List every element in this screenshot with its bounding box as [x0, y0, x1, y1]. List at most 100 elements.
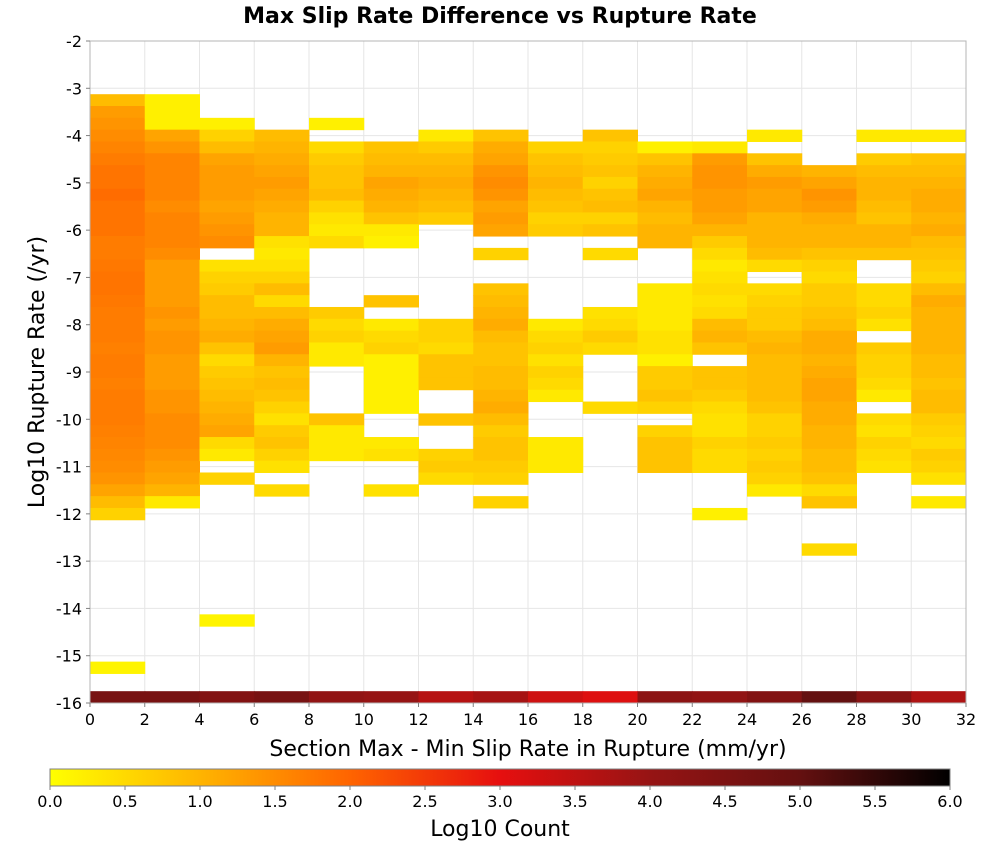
- heatmap-cell: [144, 247, 200, 261]
- heatmap-cell: [199, 188, 255, 202]
- heatmap-cell: [199, 342, 255, 355]
- heatmap-cell: [254, 200, 310, 213]
- heatmap-cell: [801, 460, 857, 473]
- heatmap-cell: [418, 200, 474, 213]
- y-tick-label: -10: [56, 410, 82, 429]
- heatmap-cell: [637, 389, 693, 403]
- heatmap-cell: [90, 224, 146, 237]
- heatmap-cell: [637, 188, 693, 202]
- heatmap-cell: [363, 401, 419, 414]
- colorbar-tick-label: 2.0: [337, 792, 362, 811]
- y-axis-label: Log10 Rupture Rate (/yr): [25, 236, 50, 508]
- heatmap-cell: [309, 212, 365, 225]
- heatmap-cell: [692, 271, 748, 284]
- heatmap-cell: [90, 342, 146, 355]
- heatmap-cell: [473, 437, 529, 450]
- heatmap-cell: [528, 153, 584, 166]
- colorbar-tick-label: 3.0: [487, 792, 512, 811]
- heatmap-cell: [473, 342, 529, 355]
- heatmap-cell: [254, 460, 310, 473]
- heatmap-cell: [90, 354, 146, 367]
- heatmap-cell: [801, 413, 857, 426]
- heatmap-cell: [692, 507, 748, 521]
- heatmap-cell: [692, 425, 748, 438]
- heatmap-cell: [801, 165, 857, 178]
- heatmap-cell: [473, 212, 529, 225]
- heatmap-cell: [637, 224, 693, 237]
- heatmap-cell: [911, 129, 967, 142]
- heatmap-cell: [199, 153, 255, 166]
- heatmap-cell: [199, 236, 255, 249]
- heatmap-cell: [144, 425, 200, 438]
- heatmap-cell: [692, 401, 748, 414]
- x-tick-label: 20: [627, 710, 647, 729]
- heatmap-cell: [144, 377, 200, 391]
- heatmap-cell: [801, 342, 857, 355]
- heatmap-cell: [637, 330, 693, 343]
- heatmap-cell: [856, 153, 912, 166]
- heatmap-cell: [199, 437, 255, 450]
- heatmap-cell: [528, 330, 584, 343]
- heatmap-cell: [254, 176, 310, 190]
- colorbar: [49, 768, 951, 787]
- heatmap-cell: [90, 472, 146, 485]
- heatmap-cell: [692, 236, 748, 249]
- heatmap-cell: [473, 295, 529, 308]
- heatmap-cell: [528, 318, 584, 332]
- heatmap-cell: [144, 153, 200, 166]
- y-tick-label: -3: [66, 79, 82, 98]
- heatmap-cell: [911, 448, 967, 462]
- heatmap-cell: [199, 212, 255, 225]
- x-tick-label: 8: [304, 710, 314, 729]
- heatmap-cell: [363, 389, 419, 403]
- heatmap-cell: [911, 366, 967, 379]
- heatmap-cell: [144, 141, 200, 154]
- heatmap-cell: [254, 437, 310, 450]
- heatmap-cell: [363, 437, 419, 450]
- heatmap-cell: [747, 236, 803, 249]
- heatmap-cell: [911, 413, 967, 426]
- heatmap-cell: [747, 165, 803, 178]
- heatmap-cell: [856, 425, 912, 438]
- heatmap-cell: [582, 188, 638, 202]
- heatmap-cell: [528, 165, 584, 178]
- heatmap-cell: [528, 377, 584, 391]
- heatmap-cell: [692, 188, 748, 202]
- y-tick-label: -7: [66, 268, 82, 287]
- heatmap-cell: [363, 200, 419, 213]
- heatmap-cell: [309, 448, 365, 462]
- heatmap-cell: [747, 295, 803, 308]
- heatmap-cell: [582, 141, 638, 154]
- heatmap-cell: [747, 330, 803, 343]
- heatmap-cell: [254, 188, 310, 202]
- heatmap-cell: [144, 366, 200, 379]
- heatmap-cell: [528, 141, 584, 154]
- heatmap-cell: [254, 330, 310, 343]
- heatmap-cell: [856, 200, 912, 213]
- x-tick-label: 24: [737, 710, 757, 729]
- heatmap-cell: [199, 271, 255, 284]
- heatmap-cell: [254, 283, 310, 296]
- heatmap-cell: [309, 224, 365, 237]
- chart-title: Max Slip Rate Difference vs Rupture Rate: [243, 4, 757, 29]
- heatmap-cell: [528, 460, 584, 473]
- heatmap-cell: [692, 389, 748, 403]
- heatmap-cell: [254, 141, 310, 154]
- heatmap-cell: [582, 129, 638, 142]
- heatmap-cell: [199, 425, 255, 438]
- heatmap-cell: [473, 188, 529, 202]
- x-axis-label: Section Max - Min Slip Rate in Rupture (…: [269, 737, 786, 762]
- heatmap-cell: [801, 212, 857, 225]
- heatmap-cell: [144, 354, 200, 367]
- heatmap-cell: [473, 153, 529, 166]
- heatmap-cell: [801, 425, 857, 438]
- x-tick-label: 30: [901, 710, 921, 729]
- heatmap-cell: [528, 437, 584, 450]
- heatmap-cell: [473, 377, 529, 391]
- heatmap-cell: [199, 224, 255, 237]
- y-tick-label: -14: [56, 599, 82, 618]
- heatmap-cell: [747, 318, 803, 332]
- heatmap-cell: [144, 224, 200, 237]
- heatmap-cell: [418, 212, 474, 225]
- heatmap-cell: [418, 342, 474, 355]
